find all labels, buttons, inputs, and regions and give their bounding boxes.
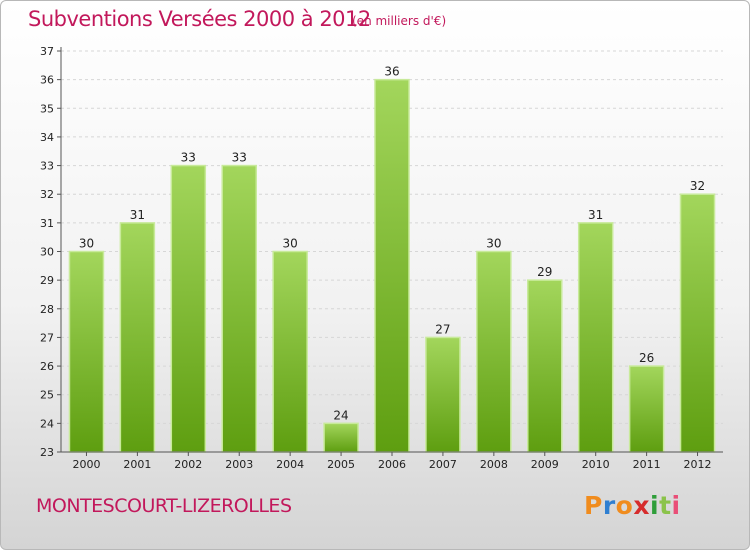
y-tick-label: 36 [40, 74, 54, 87]
y-tick-label: 35 [40, 102, 54, 115]
chart-unit-subtitle: (en milliers d'€) [352, 14, 447, 28]
y-tick-label: 26 [40, 360, 54, 373]
x-tick-label: 2011 [633, 458, 661, 471]
y-tick-label: 30 [40, 246, 54, 259]
bar-2005 [323, 422, 359, 453]
x-tick-label: 2001 [123, 458, 151, 471]
bar-2002 [170, 164, 207, 453]
bar-value-label: 31 [130, 208, 145, 222]
bar-2008 [476, 250, 512, 453]
y-tick-label: 32 [40, 188, 54, 201]
bar-2009 [527, 279, 563, 453]
x-tick-label: 2008 [480, 458, 508, 471]
y-tick-label: 31 [40, 217, 54, 230]
y-tick-label: 27 [40, 331, 54, 344]
bar-value-label: 30 [486, 237, 501, 251]
bar-2001 [119, 222, 156, 453]
bar-2003 [221, 164, 257, 453]
bar-value-label: 26 [639, 351, 654, 365]
bar-2007 [425, 336, 461, 453]
logo-letter: o [615, 491, 634, 520]
bar-value-label: 32 [690, 179, 705, 193]
logo-letter: t [659, 491, 672, 520]
y-tick-label: 34 [40, 131, 54, 144]
bar-value-label: 36 [384, 65, 399, 79]
bar-2006 [374, 78, 410, 453]
proxiti-logo: Proxiti [584, 491, 681, 520]
x-tick-label: 2000 [72, 458, 100, 471]
x-tick-label: 2006 [378, 458, 406, 471]
y-tick-label: 23 [40, 446, 54, 459]
bar-value-label: 33 [232, 151, 247, 165]
x-tick-label: 2005 [327, 458, 355, 471]
logo-letter: i [650, 491, 660, 520]
y-axis: 23 24 25 26 27 28 29 30 31 32 33 34 35 36 37 [40, 45, 62, 459]
logo-letter: i [671, 491, 681, 520]
logo-letter: r [602, 491, 616, 520]
x-tick-label: 2003 [225, 458, 253, 471]
chart-title: Subventions Versées 2000 à 2012 [28, 7, 371, 31]
x-tick-label: 2010 [582, 458, 610, 471]
y-tick-label: 28 [40, 303, 54, 316]
x-tick-label: 2002 [174, 458, 202, 471]
y-tick-label: 33 [40, 160, 54, 173]
bar-2011 [628, 365, 665, 453]
bar-2004 [272, 250, 308, 453]
bar-value-label: 30 [79, 237, 94, 251]
y-tick-label: 37 [40, 45, 54, 58]
x-tick-label: 2007 [429, 458, 457, 471]
x-tick-label: 2009 [531, 458, 559, 471]
y-tick-label: 29 [40, 274, 54, 287]
bar-value-label: 33 [181, 151, 196, 165]
x-tick-label: 2012 [684, 458, 712, 471]
y-tick-label: 24 [40, 417, 54, 430]
bar-2012 [679, 193, 716, 453]
y-tick-label: 25 [40, 389, 54, 402]
bar-value-label: 27 [435, 322, 450, 336]
bar-value-label: 31 [588, 208, 603, 222]
bars: 30 31 33 33 30 24 36 27 30 29 31 26 32 [68, 65, 716, 453]
bar-value-label: 24 [333, 408, 348, 422]
logo-letter: x [633, 491, 650, 520]
bar-value-label: 30 [283, 237, 298, 251]
bar-value-label: 29 [537, 265, 552, 279]
x-axis: 2000 2001 2002 2003 2004 2005 2006 2007 2008 2009… [61, 451, 723, 471]
bar-2010 [577, 222, 614, 453]
bar-2000 [68, 250, 105, 453]
x-tick-label: 2004 [276, 458, 304, 471]
city-name: MONTESCOURT-LIZEROLLES [36, 495, 292, 517]
logo-letter: P [584, 491, 603, 520]
